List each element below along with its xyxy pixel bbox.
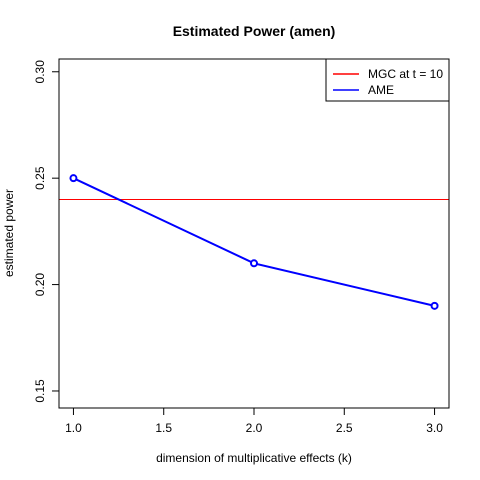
y-tick-label: 0.25 [33, 166, 47, 190]
data-point-ame [430, 301, 439, 310]
y-axis: 0.15 0.20 0.25 0.30 [33, 60, 59, 403]
y-axis-label: estimated power [2, 189, 16, 277]
plot-frame [58, 58, 450, 409]
chart-title: Estimated Power (amen) [173, 23, 336, 39]
legend-label-ame: AME [368, 83, 394, 97]
y-tick-label: 0.30 [33, 60, 47, 84]
legend-box [325, 58, 450, 102]
data-point-ame [250, 259, 258, 268]
x-axis-label: dimension of multiplicative effects (k) [156, 451, 352, 465]
x-tick-label: 2.5 [336, 421, 353, 435]
legend-label-mgc: MGC at t = 10 [368, 67, 443, 81]
x-tick-label: 1.0 [65, 421, 82, 435]
y-tick-label: 0.15 [33, 379, 47, 403]
x-tick-label: 2.0 [246, 421, 263, 435]
x-axis: 1.0 1.5 2.0 2.5 3.0 [65, 408, 443, 435]
legend: MGC at t = 10 AME [325, 58, 450, 102]
y-tick-label: 0.20 [33, 273, 47, 297]
x-tick-label: 1.5 [155, 421, 172, 435]
plot-area [59, 174, 449, 310]
x-tick-label: 3.0 [426, 421, 443, 435]
data-point-ame [69, 174, 78, 183]
